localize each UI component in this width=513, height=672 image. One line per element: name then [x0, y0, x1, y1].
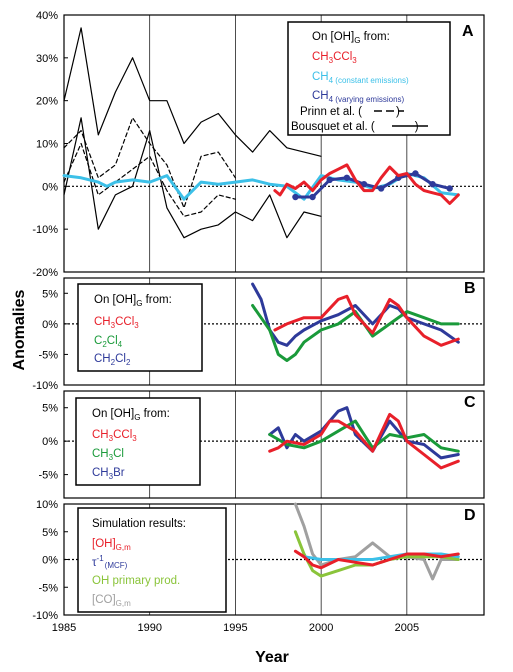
legend-d-oh-primary: OH primary prod. — [92, 575, 180, 587]
ch4-varying-point — [326, 176, 333, 184]
series-line-b-1 — [251, 304, 460, 362]
legend-d-tau: τ-1(MCF) — [92, 554, 128, 570]
y-tick-label: -10% — [32, 380, 58, 392]
y-tick-label: -10% — [32, 224, 58, 236]
ch4-varying-point — [446, 185, 453, 192]
series-line-a-5 — [293, 172, 452, 199]
legend-a-bousquet: Bousquet et al. () — [291, 121, 419, 133]
x-tick-label: 2000 — [309, 622, 333, 634]
series-line-c-1 — [268, 419, 460, 453]
legend-panel-a: On [OH]G from: CH3CCl3 CH4 (constant emi… — [287, 21, 451, 136]
ch4-varying-point — [360, 180, 368, 188]
y-tick-label: -10% — [32, 610, 58, 622]
ch4-varying-point — [377, 185, 385, 192]
series-line-a-0 — [63, 27, 322, 157]
legend-a-prinn: Prinn et al. () — [300, 106, 400, 118]
panel-label-c: C — [464, 394, 476, 411]
x-tick-label: 2005 — [395, 622, 419, 634]
x-tick-label: 1995 — [223, 622, 247, 634]
legend-d-co: [CO]G,m — [92, 594, 131, 608]
x-tick-label: 1985 — [52, 622, 76, 634]
y-tick-label: 10% — [36, 499, 58, 511]
ch4-varying-point — [412, 170, 419, 177]
ch4-varying-point — [343, 174, 351, 181]
y-tick-label: -5% — [38, 582, 58, 594]
panel-label-d: D — [464, 507, 476, 524]
y-tick-label: 30% — [36, 53, 58, 65]
panel-label-a: A — [462, 23, 474, 40]
legend-a-ch4-constant: CH4 (constant emissions) — [312, 71, 409, 85]
panel-frame-c — [63, 390, 485, 499]
y-tick-label: 5% — [42, 403, 58, 415]
legend-panel-d: Simulation results: [OH]G,m τ-1(MCF) OH … — [77, 507, 227, 613]
series-line-c-0 — [268, 406, 460, 460]
legend-c-title: On [OH]G from: — [92, 408, 170, 422]
legend-b-title: On [OH]G from: — [94, 294, 172, 308]
y-axis-title: Anomalies — [11, 289, 28, 370]
legend-b-ch3ccl3: CH3CCl3 — [94, 316, 139, 330]
legend-panel-c: On [OH]G from: CH3CCl3 CH3Cl CH3Br — [75, 397, 201, 486]
y-tick-label: -5% — [38, 349, 58, 361]
legend-c-ch3cl: CH3Cl — [92, 448, 124, 462]
series-line-b-2 — [273, 294, 460, 347]
y-tick-label: -5% — [38, 470, 58, 482]
legend-a-ch4-varying: CH4 (varying emissions) — [312, 90, 405, 104]
y-tick-label: 10% — [36, 139, 58, 151]
y-tick-label: 5% — [42, 527, 58, 539]
panel-label-b: B — [464, 280, 476, 297]
ch4-varying-point — [292, 193, 299, 201]
series-line-b-0 — [251, 282, 460, 347]
y-tick-label: 0% — [42, 436, 58, 448]
y-tick-label: 0% — [42, 555, 58, 567]
series-line-a-1 — [63, 117, 322, 239]
ch4-varying-point — [429, 180, 436, 188]
legend-b-ch2cl2: CH2Cl2 — [94, 353, 131, 367]
y-tick-label: 0% — [42, 319, 58, 331]
series-line-a-2 — [63, 117, 236, 209]
series-line-c-2 — [268, 412, 460, 470]
legend-a-ch3ccl3: CH3CCl3 — [312, 51, 357, 65]
y-tick-label: 0% — [42, 181, 58, 193]
x-axis-title: Year — [255, 649, 289, 666]
y-tick-label: 5% — [42, 288, 58, 300]
legend-a-title: On [OH]G from: — [312, 31, 390, 45]
y-tick-label: 40% — [36, 10, 58, 22]
panel-frame-b — [63, 277, 485, 386]
y-tick-label: 20% — [36, 96, 58, 108]
series-line-d-3 — [293, 549, 460, 570]
legend-b-c2cl4: C2Cl4 — [94, 335, 123, 349]
series-line-a-3 — [63, 142, 236, 217]
legend-d-oh: [OH]G,m — [92, 538, 131, 552]
y-tick-label: -20% — [32, 267, 58, 279]
legend-d-title: Simulation results: — [92, 518, 186, 530]
x-tick-label: 1990 — [137, 622, 161, 634]
ch4-varying-point — [309, 193, 316, 201]
legend-c-ch3br: CH3Br — [92, 467, 125, 481]
legend-panel-b: On [OH]G from: CH3CCl3 C2Cl4 CH2Cl2 — [77, 283, 203, 372]
series-line-d-0 — [293, 502, 460, 581]
series-line-a-6 — [273, 163, 460, 205]
legend-c-ch3ccl3: CH3CCl3 — [92, 429, 137, 443]
